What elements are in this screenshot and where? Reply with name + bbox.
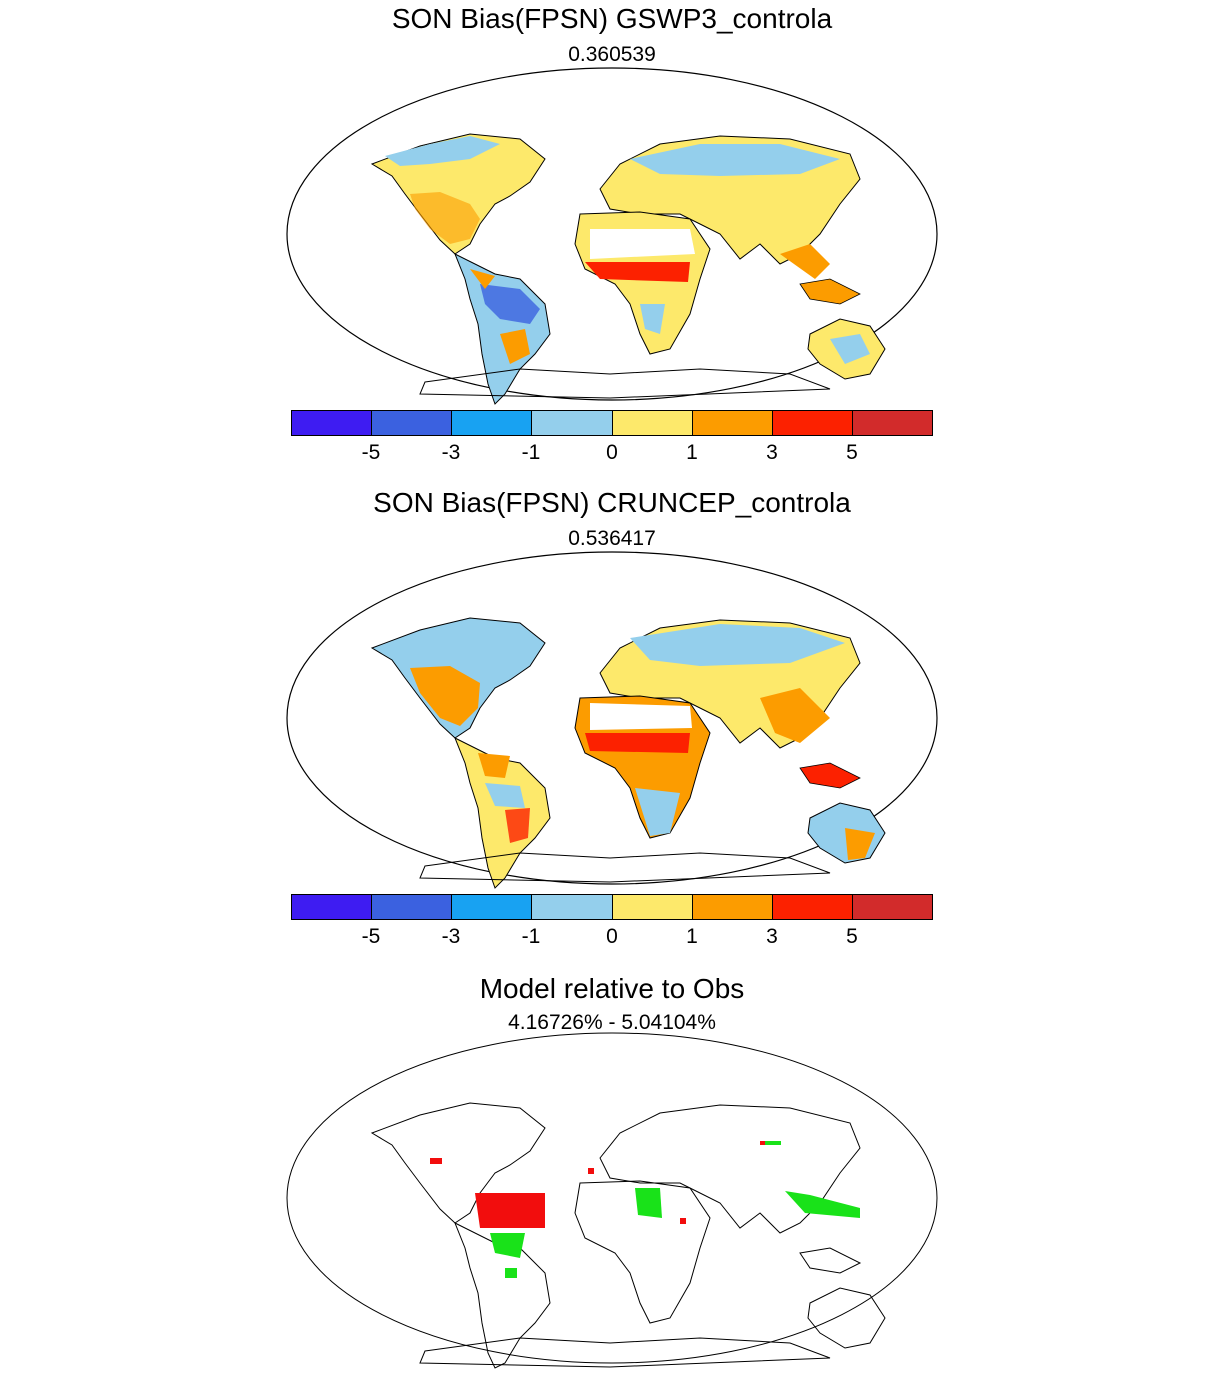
colorbar-bin [292, 411, 373, 435]
worse-cells [430, 1141, 834, 1228]
colorbar-tick-label: 5 [846, 925, 858, 948]
colorbar-tick-label: 1 [686, 441, 698, 464]
panel-subtitle: 4.16726% - 5.04104% [508, 1011, 716, 1034]
colorbar-bin [532, 895, 613, 919]
colorbar-tick-label: -1 [521, 925, 541, 948]
colorbar-bin [372, 895, 453, 919]
panel-title: SON Bias(FPSN) CRUNCEP_controla [373, 487, 851, 518]
colorbar-tick-label: -5 [361, 441, 381, 464]
colorbar-tick-label: 5 [846, 441, 858, 464]
panel-subtitle: 0.360539 [568, 43, 656, 66]
panel-subtitle: 0.536417 [568, 527, 656, 550]
colorbar-bin [852, 411, 932, 435]
colorbar-bin [692, 411, 773, 435]
colorbar-bin [292, 895, 373, 919]
panel-title: Model relative to Obs [479, 973, 745, 1004]
colorbar-bin [692, 895, 773, 919]
colorbar-bin [772, 895, 853, 919]
colorbar-tick-label: -3 [441, 441, 461, 464]
world-map [286, 551, 938, 889]
colorbar-tick-label: 0 [606, 441, 618, 464]
better-cells [490, 1141, 860, 1278]
colorbar-bin [452, 895, 533, 919]
region-south-america [454, 252, 551, 405]
colorbar-tick-label: 0 [606, 925, 618, 948]
colorbar [291, 410, 933, 436]
colorbar-bin [772, 411, 853, 435]
colorbar-bin [612, 411, 693, 435]
colorbar-bin [372, 411, 453, 435]
colorbar-bin [852, 895, 932, 919]
colorbar-tick-label: -3 [441, 925, 461, 948]
colorbar [291, 894, 933, 920]
panel-title: SON Bias(FPSN) GSWP3_controla [391, 3, 833, 34]
colorbar-tick-label: -5 [361, 925, 381, 948]
world-map [286, 67, 938, 405]
colorbar-tick-label: -1 [521, 441, 541, 464]
world-map [286, 1032, 938, 1369]
colorbar-tick-label: 1 [686, 925, 698, 948]
colorbar-tick-label: 3 [766, 441, 778, 464]
colorbar-tick-label: 3 [766, 925, 778, 948]
colorbar-bin [532, 411, 613, 435]
colorbar-bin [612, 895, 693, 919]
colorbar-bin [452, 411, 533, 435]
